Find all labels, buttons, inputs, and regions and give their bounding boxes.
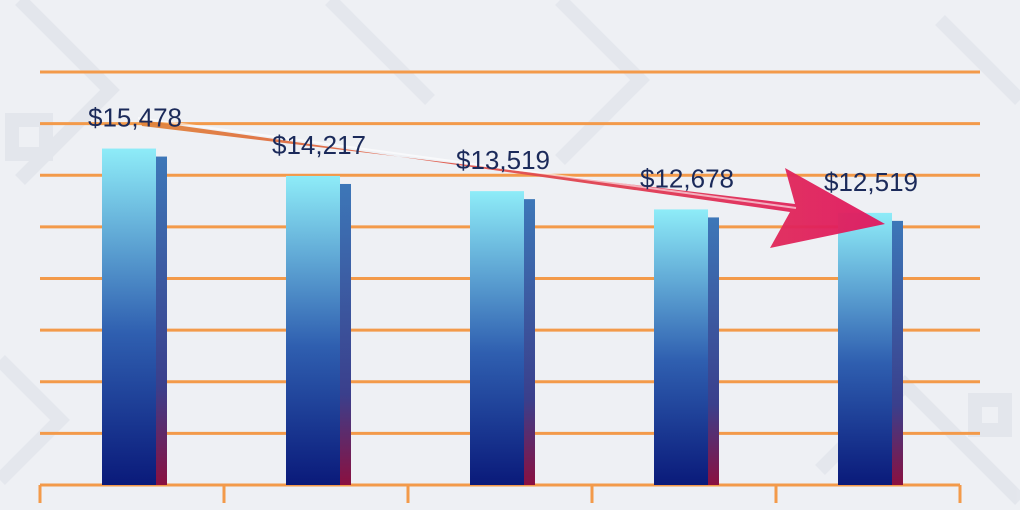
- bar: [470, 191, 535, 485]
- bar-side: [892, 220, 903, 486]
- bar-side: [156, 156, 167, 485]
- value-labels: $15,478 $14,217 $13,519 $12,678 $12,519: [88, 103, 918, 197]
- bar: [102, 148, 167, 485]
- data-label: $13,519: [456, 145, 550, 175]
- bar: [838, 212, 903, 486]
- bar: [286, 175, 351, 485]
- bar-side: [340, 183, 351, 485]
- data-label: $15,478: [88, 103, 182, 133]
- bar-side: [708, 217, 719, 485]
- bar-front: [102, 148, 156, 485]
- bar-front: [838, 212, 892, 486]
- bar-front: [286, 175, 340, 485]
- bar: [654, 209, 719, 485]
- data-label: $12,519: [824, 167, 918, 197]
- data-label: $12,678: [640, 163, 734, 193]
- bars-group: [102, 148, 903, 486]
- bar-side: [524, 199, 535, 485]
- data-label: $14,217: [272, 130, 366, 160]
- trend-arrow: [137, 117, 885, 248]
- bar-front: [654, 209, 708, 485]
- x-axis: [38, 483, 962, 503]
- bar-front: [470, 191, 524, 485]
